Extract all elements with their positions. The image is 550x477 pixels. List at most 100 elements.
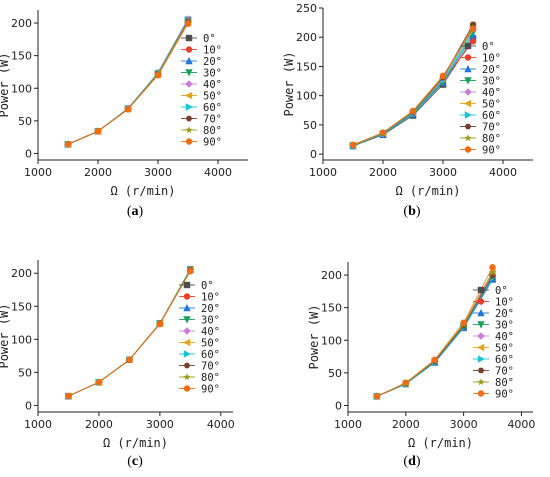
legend-marker xyxy=(185,126,193,134)
series-line-7 xyxy=(352,24,474,146)
data-point xyxy=(469,25,477,33)
series-line-8 xyxy=(352,27,474,146)
series-line-4 xyxy=(67,19,189,145)
legend-label: 30° xyxy=(495,320,514,332)
series-line-1 xyxy=(68,269,191,397)
legend-marker xyxy=(183,281,191,289)
legend: 0°10°20°30°40°50°60°70°80°90° xyxy=(473,285,514,401)
legend-marker xyxy=(185,69,193,77)
legend-label: 50° xyxy=(495,343,514,355)
legend-marker xyxy=(183,385,191,392)
data-point xyxy=(156,320,164,328)
y-tick-label: 0 xyxy=(310,148,317,161)
data-point xyxy=(64,141,72,148)
legend-label: 70° xyxy=(201,361,220,373)
series-line-3 xyxy=(352,32,474,147)
x-tick-label: 2000 xyxy=(392,418,420,431)
series-line-5 xyxy=(376,271,493,397)
series-line-6 xyxy=(67,20,189,145)
data-point xyxy=(460,319,467,326)
legend-marker xyxy=(477,378,485,386)
series-line-2 xyxy=(68,269,191,397)
series-line-2 xyxy=(352,35,474,147)
legend-label: 60° xyxy=(495,354,514,366)
legend-label: 0° xyxy=(495,285,508,297)
legend-label: 60° xyxy=(201,349,220,361)
data-point xyxy=(184,20,192,27)
data-point xyxy=(126,356,133,363)
x-tick-label: 1000 xyxy=(309,166,337,179)
legend-label: 50° xyxy=(201,338,220,350)
legend: 0°10°20°30°40°50°60°70°80°90° xyxy=(179,280,220,396)
legend-marker xyxy=(464,77,472,85)
series-line-6 xyxy=(68,269,191,397)
legend-marker xyxy=(477,298,485,305)
legend-marker xyxy=(464,65,472,73)
data-point xyxy=(154,72,162,79)
panel-label: (d) xyxy=(403,454,420,469)
y-tick-label: 250 xyxy=(296,2,317,15)
legend-label: 80° xyxy=(201,372,220,384)
data-point xyxy=(469,38,477,45)
legend-label: 50° xyxy=(482,99,501,111)
y-tick-label: 200 xyxy=(296,31,317,44)
chart-panel-a: 1000 2000 3000 4000 0 50 100 150 200 Ω (r/min) Pow… xyxy=(0,10,248,219)
data-point xyxy=(489,264,496,271)
legend-label: 90° xyxy=(201,384,220,396)
y-tick-label: 0 xyxy=(25,399,32,412)
series-line-9 xyxy=(68,271,191,397)
legend-marker xyxy=(185,80,193,88)
series-line-3 xyxy=(67,20,189,145)
legend-label: 30° xyxy=(482,76,501,88)
x-tick-label: 3000 xyxy=(144,166,172,179)
series-line-4 xyxy=(68,269,191,397)
x-tick-label: 3000 xyxy=(450,418,478,431)
data-point xyxy=(409,107,417,115)
series-line-0 xyxy=(68,269,191,397)
x-axis-label: Ω (r/min) xyxy=(395,184,460,198)
x-tick-label: 1000 xyxy=(24,166,52,179)
legend-marker xyxy=(464,99,472,108)
legend-marker xyxy=(464,42,472,50)
data-point xyxy=(349,141,357,148)
x-axis-label: Ω (r/min) xyxy=(110,184,175,198)
legend-marker xyxy=(183,362,191,369)
legend: 0°10°20°30°40°50°60°70°80°90° xyxy=(460,41,501,157)
series-line-5 xyxy=(352,25,474,146)
data-point xyxy=(402,379,410,386)
y-tick-label: 200 xyxy=(11,17,32,30)
series-line-0 xyxy=(352,38,474,147)
chart-panel-b: 1000 2000 3000 4000 0 50 100 150 200 250 Ω (r/min)… xyxy=(282,2,533,219)
legend-marker xyxy=(183,293,191,300)
x-tick-label: 2000 xyxy=(369,166,397,179)
x-axis-label: Ω (r/min) xyxy=(408,436,473,450)
chart-panel-d: 1000 2000 3000 4000 0 50 100 150 200 Ω (r/min) Pow… xyxy=(307,262,535,469)
y-tick-label: 50 xyxy=(328,367,342,380)
series-line-2 xyxy=(376,279,493,397)
chart-panel-c: 1000 2000 3000 4000 0 50 100 150 200 Ω (r/min) Pow… xyxy=(0,260,235,469)
legend-marker xyxy=(185,138,193,145)
legend-marker xyxy=(185,57,193,65)
legend-marker xyxy=(477,355,485,363)
y-tick-label: 150 xyxy=(321,302,342,315)
legend-marker xyxy=(185,91,193,100)
y-tick-label: 50 xyxy=(18,115,32,128)
panel-label: (c) xyxy=(127,454,143,469)
series-line-8 xyxy=(376,272,493,397)
legend-marker xyxy=(464,123,472,130)
legend-marker xyxy=(464,54,472,61)
legend-label: 10° xyxy=(495,297,514,309)
data-point xyxy=(94,128,102,135)
data-point xyxy=(95,379,103,386)
y-axis-label: Power (W) xyxy=(0,303,11,368)
x-tick-label: 4000 xyxy=(489,166,517,179)
x-tick-label: 3000 xyxy=(146,418,174,431)
series-line-6 xyxy=(376,277,493,397)
series-line-4 xyxy=(352,26,474,146)
legend-label: 60° xyxy=(482,110,501,122)
legend-label: 30° xyxy=(201,315,220,327)
y-tick-label: 50 xyxy=(303,119,317,132)
y-tick-label: 150 xyxy=(11,50,32,63)
legend-label: 40° xyxy=(201,326,220,338)
y-tick-label: 150 xyxy=(296,60,317,73)
